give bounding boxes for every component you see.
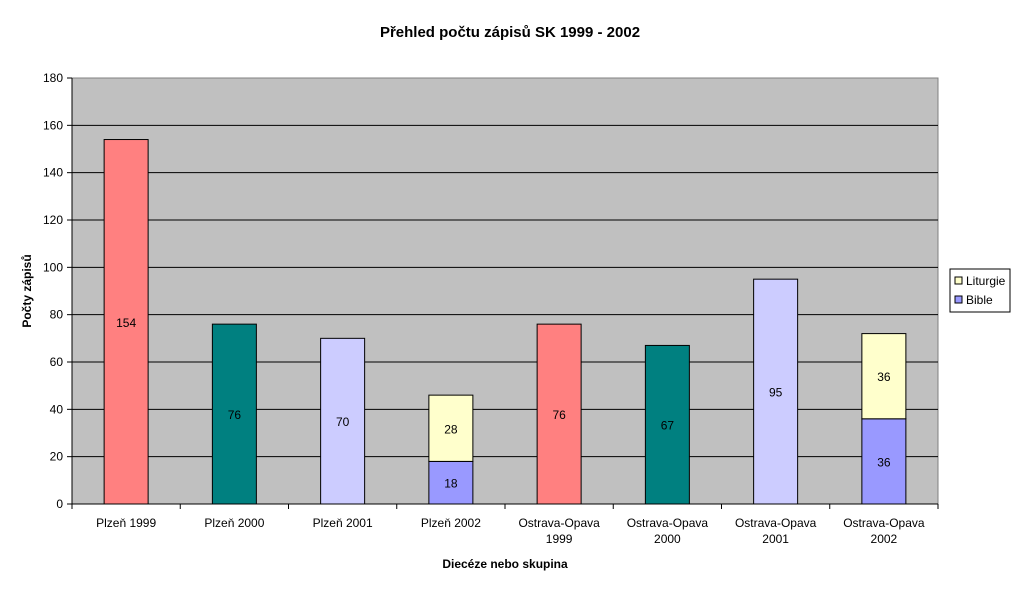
legend-swatch	[954, 276, 963, 285]
x-axis: Plzeň 1999 Plzeň 2000 Plzeň 2001 Plzeň 2002…	[71, 503, 939, 546]
y-tick-label: 20	[50, 450, 64, 464]
bar-segment	[211, 323, 257, 505]
y-tick-label: 60	[50, 355, 64, 369]
y-tick-label: 80	[50, 308, 64, 322]
data-label: 70	[336, 415, 350, 429]
x-tick-label: Ostrava-Opava 2001	[735, 516, 817, 546]
bar-segment	[861, 333, 907, 420]
bar-segment	[103, 139, 149, 505]
data-label: 18	[444, 477, 458, 491]
x-tick-label: Plzeň 2000	[204, 516, 264, 530]
bar-segment	[536, 323, 582, 505]
data-label: 36	[877, 370, 891, 384]
x-tick-label: Plzeň 2002	[421, 516, 481, 530]
x-axis-title: Diecéze nebo skupina	[442, 557, 568, 571]
legend-box	[949, 268, 1011, 313]
data-label: 28	[444, 422, 458, 436]
chart-title: Přehled počtu zápisů SK 1999 - 2002	[380, 24, 640, 41]
legend-label: Liturgie	[966, 274, 1006, 288]
bar-segment	[753, 278, 799, 505]
legend: Liturgie Bible	[949, 268, 1011, 313]
bar-segment	[320, 337, 366, 505]
data-label: 76	[552, 408, 566, 422]
y-tick-label: 160	[43, 118, 63, 132]
y-tick-label: 0	[56, 497, 63, 511]
y-tick-label: 140	[43, 166, 63, 180]
legend-swatch	[954, 295, 963, 304]
data-label: 154	[116, 316, 136, 330]
data-label: 36	[877, 455, 891, 469]
bar-segment	[861, 418, 907, 505]
bars: 154 76 70 18 28 76 67 95 36 36	[103, 139, 907, 505]
plot-area	[71, 77, 939, 505]
x-tick-label: Plzeň 2001	[313, 516, 373, 530]
x-tick-label: Ostrava-Opava 2000	[627, 516, 709, 546]
x-tick-label: Ostrava-Opava 1999	[518, 516, 600, 546]
y-tick-label: 40	[50, 402, 64, 416]
y-tick-label: 100	[43, 260, 63, 274]
x-tick-label: Plzeň 1999	[96, 516, 156, 530]
data-label: 76	[228, 408, 242, 422]
y-axis: 0 20 40 60 80 100 120 140 160 180	[43, 71, 73, 511]
data-label: 95	[769, 386, 783, 400]
y-axis-title: Počty zápisů	[20, 254, 34, 327]
bar-segment	[428, 394, 474, 462]
data-label: 67	[661, 419, 675, 433]
x-tick-label: Ostrava-Opava 2002	[843, 516, 925, 546]
legend-label: Bible	[966, 293, 993, 307]
y-tick-label: 120	[43, 213, 63, 227]
bar-segment	[644, 344, 690, 505]
y-tick-label: 180	[43, 71, 63, 85]
